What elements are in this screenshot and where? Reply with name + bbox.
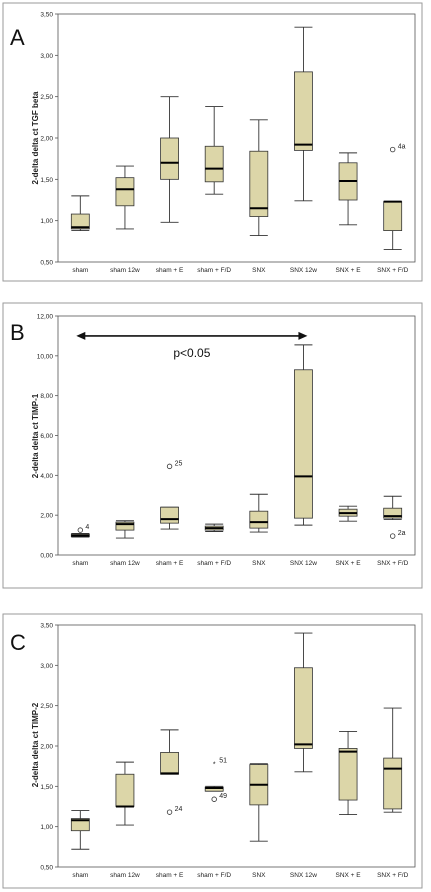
box [249, 510, 269, 529]
y-tick-label: 3,50 [40, 12, 53, 19]
x-category-label: SNX [252, 560, 266, 567]
y-axis-title: 2-delta delta ct TIMP-1 [31, 393, 40, 478]
outlier-label: 24 [175, 806, 183, 813]
x-category-label: SNX 12w [290, 267, 317, 274]
x-category-label: sham [72, 267, 88, 274]
box [294, 667, 313, 749]
box [294, 369, 313, 519]
plot-area [57, 13, 416, 263]
y-tick-label: 2,00 [40, 513, 53, 520]
y-tick-label: 8,00 [40, 393, 53, 400]
x-category-label: sham + F/D [197, 872, 231, 879]
y-tick-label: 2,50 [40, 703, 53, 710]
x-category-label: SNX 12w [290, 560, 317, 567]
box [383, 201, 403, 231]
outlier-marker [211, 796, 217, 802]
y-axis-title: 2-delta delta ct TIMP-2 [31, 702, 40, 787]
outlier-label: 4 [85, 524, 89, 531]
y-tick-label: 1,00 [40, 218, 53, 225]
y-tick-label: 6,00 [40, 433, 53, 440]
y-tick-label: 2,00 [40, 136, 53, 143]
box [160, 752, 179, 775]
outlier-marker [389, 533, 396, 539]
plot-area [57, 315, 416, 556]
box [204, 145, 224, 183]
panel-frame [2, 302, 423, 589]
y-tick-label: 3,00 [40, 663, 53, 670]
outlier-marker [166, 809, 173, 815]
significance-label: p<0.05 [173, 346, 210, 360]
x-category-label: SNX [252, 267, 266, 274]
x-category-label: SNX + F/D [377, 267, 409, 274]
y-tick-label: 2,00 [40, 744, 53, 751]
y-tick-label: 0,50 [40, 865, 53, 872]
box [115, 177, 135, 207]
x-category-label: SNX + F/D [377, 872, 409, 879]
x-category-label: sham + E [156, 560, 184, 567]
x-category-label: sham 12w [110, 872, 140, 879]
y-tick-label: 0,50 [40, 260, 53, 267]
y-tick-label: 3,50 [40, 623, 53, 630]
panel-letter: C [10, 630, 26, 655]
x-category-label: SNX [252, 872, 266, 879]
x-category-label: sham 12w [110, 560, 140, 567]
box [249, 150, 269, 217]
box [338, 748, 358, 801]
x-category-label: SNX + E [336, 560, 362, 567]
x-category-label: sham [72, 872, 88, 879]
box [160, 506, 179, 524]
y-tick-label: 1,50 [40, 784, 53, 791]
y-tick-label: 2,50 [40, 94, 53, 101]
box [115, 773, 135, 807]
x-category-label: sham 12w [110, 267, 140, 274]
x-category-label: SNX + E [336, 267, 362, 274]
x-category-label: sham + F/D [197, 267, 231, 274]
y-tick-label: 12,00 [37, 314, 54, 321]
outlier-label: 25 [175, 460, 183, 467]
y-tick-label: 1,50 [40, 177, 53, 184]
panel-letter: A [10, 25, 25, 50]
outlier-marker [77, 527, 84, 533]
outlier-label: 2a [398, 530, 406, 537]
panel-frame [2, 613, 423, 889]
box [70, 818, 90, 832]
x-category-label: SNX + F/D [377, 560, 409, 567]
box [160, 137, 179, 180]
x-category-label: sham + E [156, 267, 184, 274]
box [70, 213, 90, 230]
box [115, 521, 135, 531]
y-tick-label: 1,00 [40, 824, 53, 831]
x-category-label: sham [72, 560, 88, 567]
y-tick-label: 10,00 [37, 353, 54, 360]
x-category-label: SNX + E [336, 872, 362, 879]
outlier-label: 49 [219, 793, 227, 800]
y-tick-label: 0,00 [40, 553, 53, 560]
box [383, 507, 403, 519]
panel-frame [2, 2, 423, 282]
box [383, 757, 403, 810]
outlier-label: 51 [219, 758, 227, 765]
outlier-marker [166, 463, 173, 470]
panel-letter: B [10, 320, 25, 345]
box [294, 71, 313, 151]
arrow-head-left [76, 331, 86, 340]
y-tick-label: 3,00 [40, 53, 53, 60]
x-category-label: sham + F/D [197, 560, 231, 567]
outlier-label: 4a [398, 144, 406, 151]
plot-area [57, 624, 416, 868]
arrow-head-right [298, 331, 308, 340]
outlier-star-marker: * [213, 762, 216, 769]
x-category-label: SNX 12w [290, 872, 317, 879]
y-axis-title: 2-delta delta ct TGF beta [31, 91, 40, 184]
y-tick-label: 4,00 [40, 473, 53, 480]
x-category-label: sham + E [156, 872, 184, 879]
outlier-marker [389, 146, 396, 153]
